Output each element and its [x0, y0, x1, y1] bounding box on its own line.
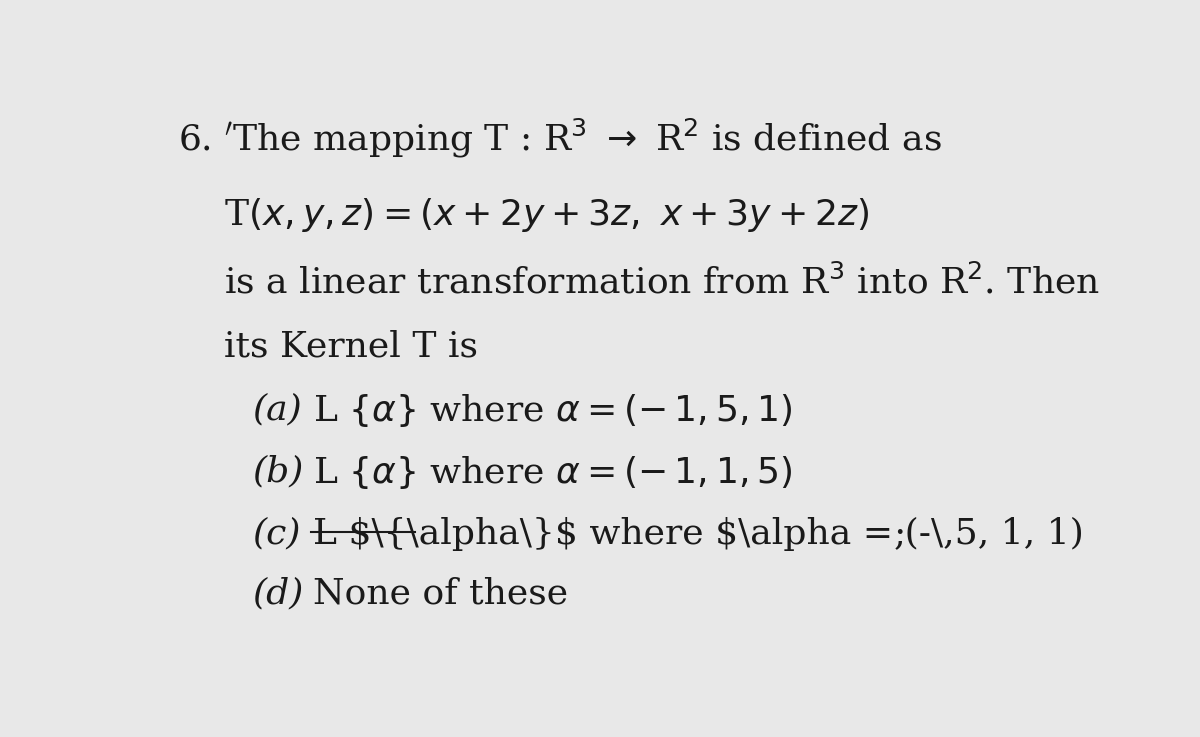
Text: (d): (d) — [252, 576, 304, 610]
Text: (b): (b) — [252, 455, 304, 489]
Text: 6. $\mathsf{'}$The mapping T : R$^3$ $\rightarrow$ R$^2$ is defined as: 6. $\mathsf{'}$The mapping T : R$^3$ $\r… — [178, 116, 942, 160]
Text: is a linear transformation from R$^3$ into R$^2$. Then: is a linear transformation from R$^3$ in… — [224, 265, 1100, 301]
Text: L $\{\alpha\}$ where $\alpha = (-\,1, 5, 1)$: L $\{\alpha\}$ where $\alpha = (-\,1, 5,… — [313, 392, 792, 429]
Text: ;: ; — [894, 517, 906, 551]
Text: None of these: None of these — [313, 576, 568, 610]
Text: its Kernel T is: its Kernel T is — [224, 329, 479, 363]
Text: (c): (c) — [252, 517, 301, 551]
Text: L $\{\alpha\}$ where $\alpha = (-\,1, 1, 5)$: L $\{\alpha\}$ where $\alpha = (-\,1, 1,… — [313, 455, 792, 492]
Text: L $\{\alpha\}$ where $\alpha = (-\,5, 1, 1): L $\{\alpha\}$ where $\alpha = (-\,5, 1,… — [313, 517, 1084, 551]
Text: (a): (a) — [252, 392, 302, 426]
Text: T$(x, y, z) = (x + 2y + 3z,\ x + 3y + 2z)$: T$(x, y, z) = (x + 2y + 3z,\ x + 3y + 2z… — [224, 196, 870, 234]
